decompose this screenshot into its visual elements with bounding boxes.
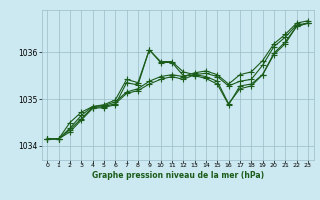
X-axis label: Graphe pression niveau de la mer (hPa): Graphe pression niveau de la mer (hPa)	[92, 171, 264, 180]
